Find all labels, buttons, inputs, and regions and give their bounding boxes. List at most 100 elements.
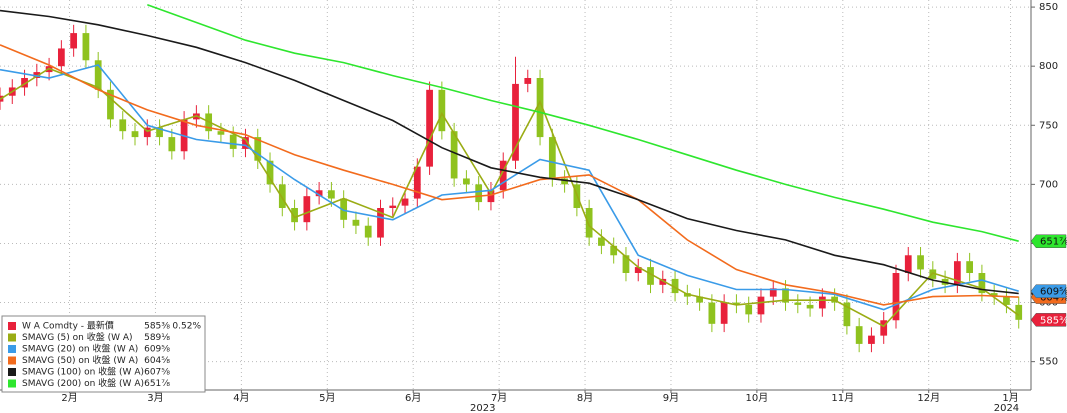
legend-label: SMAVG (200) on 收盤 (W A) — [22, 377, 144, 389]
candle-body — [892, 273, 900, 321]
x-tick-label: 2月 — [61, 392, 77, 404]
candle-body — [953, 261, 961, 285]
candle-body — [708, 302, 716, 324]
candle-body — [512, 83, 519, 161]
year-label: 2023 — [470, 403, 495, 413]
legend-label: SMAVG (5) on 收盤 (W A) — [22, 331, 133, 343]
legend-change: 0.52% — [172, 322, 201, 332]
legend-label: W A Comdty - 最新價 — [22, 320, 114, 332]
value-tag-label: 651⅞ — [1040, 237, 1067, 248]
candle-body — [806, 304, 814, 309]
ma-line — [0, 67, 1020, 328]
candle-body — [868, 335, 875, 344]
y-tick-label: 700 — [1039, 179, 1058, 190]
legend-swatch — [8, 333, 16, 342]
candle-body — [794, 302, 802, 305]
y-tick-label: 550 — [1039, 357, 1058, 368]
legend-label: SMAVG (20) on 收盤 (W A) — [22, 343, 138, 355]
candle-body — [278, 184, 286, 208]
candle-body — [1003, 296, 1010, 305]
candle-body — [622, 255, 630, 273]
candle-body — [487, 190, 495, 203]
candle-body — [328, 190, 335, 199]
candle-body — [131, 131, 139, 138]
candle-body — [659, 278, 667, 285]
candle-body — [966, 261, 974, 273]
x-tick-label: 6月 — [405, 392, 421, 404]
legend-swatch — [8, 356, 16, 365]
candle-body — [389, 205, 397, 208]
candle-body — [524, 78, 532, 84]
candle-body — [426, 89, 433, 167]
legend-value: 585⅜ — [144, 322, 170, 332]
x-tick-label: 8月 — [577, 392, 593, 404]
ma-line — [0, 9, 1019, 295]
candle-body — [499, 160, 507, 191]
candle-body — [769, 288, 777, 297]
legend-swatch — [8, 379, 16, 388]
year-label: 2024 — [994, 403, 1019, 413]
legend-value: 609⅝ — [144, 345, 170, 355]
candle-body — [57, 48, 65, 67]
legend: W A Comdty - 最新價 585⅜ 0.52% SMAVG (5) on 收盤… — [1, 315, 206, 393]
legend-swatch — [8, 322, 16, 330]
candle-body — [401, 198, 409, 206]
candle-body — [156, 127, 163, 138]
candle-body — [561, 178, 568, 185]
legend-value: 651⅞ — [144, 379, 170, 389]
x-tick-label: 12月 — [917, 392, 940, 404]
candle-body — [21, 78, 28, 88]
x-tick-label: 5月 — [319, 392, 335, 404]
ma-line — [147, 3, 1019, 242]
value-tag — [1030, 234, 1067, 248]
x-tick-label: 4月 — [233, 392, 249, 404]
candle-body — [70, 33, 78, 49]
candle-body — [242, 137, 249, 149]
candle-body — [303, 196, 311, 223]
candle-body — [291, 208, 298, 223]
legend-value: 604⅝ — [144, 356, 170, 366]
candle-body — [377, 208, 384, 238]
x-tick-label: 10月 — [746, 392, 769, 404]
candle-body — [929, 269, 937, 279]
candle-body — [880, 320, 888, 336]
value-tag-label: 604⅝ — [1040, 293, 1067, 304]
candle-body — [266, 160, 274, 185]
legend-value: 607⅝ — [144, 368, 170, 378]
candle-body — [438, 89, 446, 132]
candle-body — [33, 72, 41, 78]
candle-body — [818, 296, 826, 309]
candle-body — [352, 219, 360, 226]
candle-body — [634, 267, 642, 273]
candle-body — [782, 288, 789, 303]
candle-body — [229, 134, 237, 149]
x-tick-label: 3月 — [147, 392, 163, 404]
candle-body — [475, 184, 483, 203]
candle-body — [733, 302, 740, 305]
candle-body — [610, 245, 618, 256]
candle-body — [254, 137, 262, 161]
candle-body — [315, 190, 323, 197]
candle-body — [843, 302, 851, 327]
candle-body — [463, 178, 470, 185]
candle-body — [696, 296, 703, 303]
candle-body — [855, 326, 863, 344]
plot-area — [0, 3, 1023, 353]
value-tag — [1030, 313, 1067, 327]
ma-line — [0, 44, 1019, 306]
candle-body — [536, 78, 544, 138]
legend-swatch — [8, 345, 16, 353]
candle-body — [917, 255, 924, 270]
candle-body — [413, 166, 421, 199]
candle-body — [585, 208, 593, 238]
candle-body — [94, 60, 102, 90]
candle-body — [1015, 304, 1023, 320]
candle-body — [745, 304, 753, 315]
value-tag — [1030, 284, 1067, 298]
candle-body — [340, 198, 348, 220]
x-tick-label: 9月 — [663, 392, 679, 404]
ma-line — [0, 64, 1019, 311]
candle-body — [548, 137, 556, 179]
